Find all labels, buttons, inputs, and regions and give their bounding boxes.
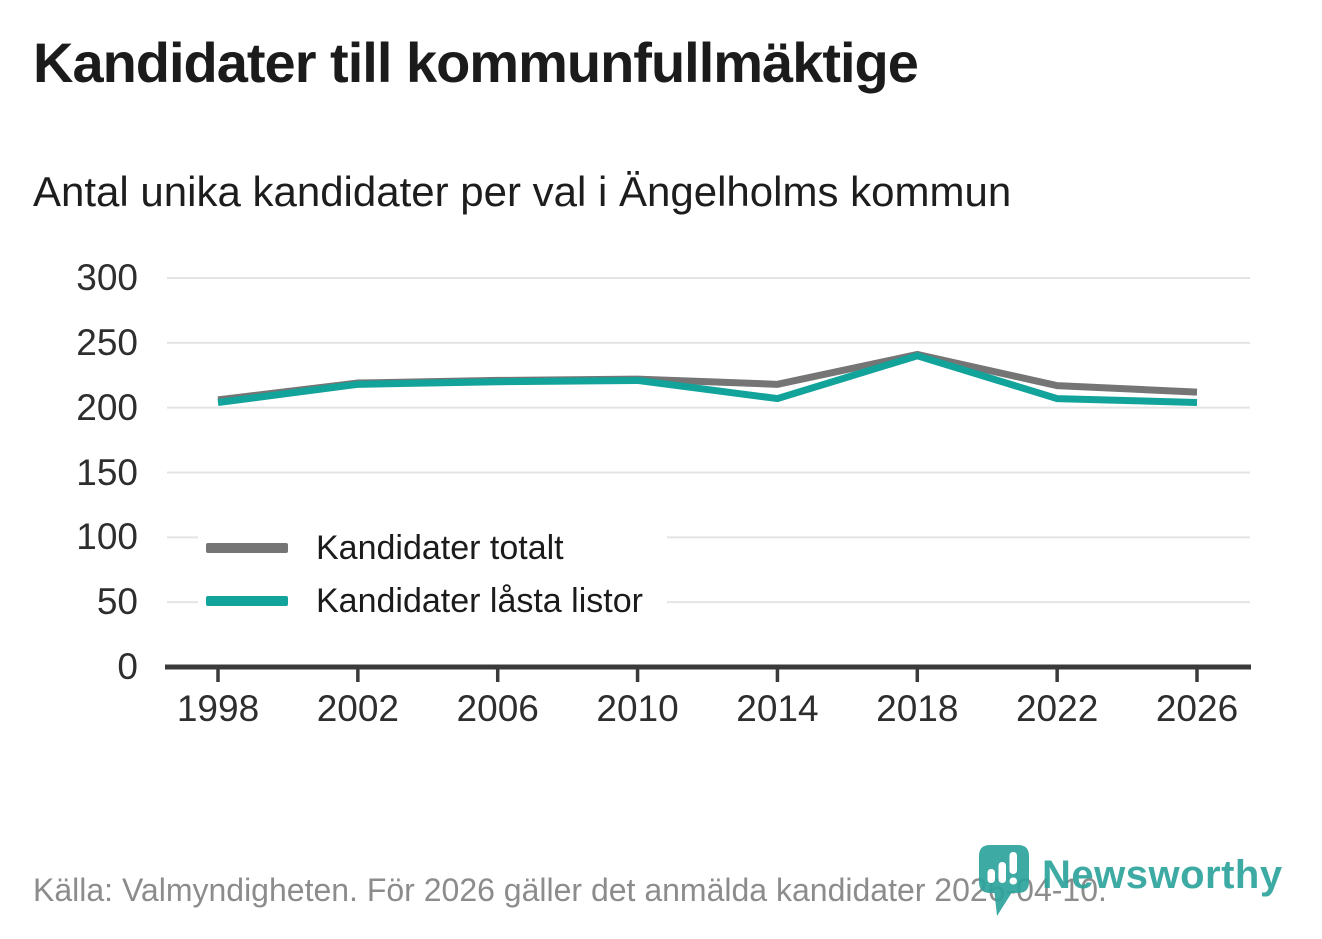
chart-title: Kandidater till kommunfullmäktige bbox=[33, 31, 919, 94]
y-axis-label: 200 bbox=[76, 386, 138, 428]
y-axis-label: 250 bbox=[76, 321, 138, 363]
legend-swatch bbox=[206, 596, 288, 606]
x-axis-label: 2022 bbox=[1015, 688, 1099, 729]
legend-label: Kandidater totalt bbox=[316, 529, 564, 567]
y-axis-label: 300 bbox=[76, 257, 138, 298]
y-axis-label: 100 bbox=[76, 516, 138, 558]
x-axis-label: 2018 bbox=[876, 688, 959, 729]
legend-label: Kandidater låsta listor bbox=[316, 582, 643, 620]
series-line-1 bbox=[217, 352, 1198, 406]
y-axis-label: 0 bbox=[117, 646, 138, 687]
series-line-0 bbox=[217, 350, 1198, 404]
legend-row: Kandidater totalt bbox=[206, 528, 643, 568]
source-note: Källa: Valmyndigheten. För 2026 gäller d… bbox=[33, 872, 1107, 908]
x-axis-label: 2002 bbox=[316, 688, 399, 729]
y-axis-label: 150 bbox=[76, 451, 138, 493]
y-axis-label: 50 bbox=[96, 581, 138, 623]
chart-legend: Kandidater totalt Kandidater låsta listor bbox=[198, 522, 667, 631]
x-axis-label: 2010 bbox=[596, 688, 679, 729]
x-axis-label: 2014 bbox=[736, 688, 819, 729]
legend-row: Kandidater låsta listor bbox=[206, 581, 643, 621]
x-axis-label: 1998 bbox=[176, 688, 260, 729]
x-axis-label: 2026 bbox=[1155, 688, 1239, 729]
x-axis-label: 2006 bbox=[456, 688, 539, 729]
brand-wordmark: Newsworthy bbox=[1042, 853, 1283, 897]
newsworthy-logo: Newsworthy bbox=[978, 844, 1283, 918]
newsworthy-pin-icon bbox=[979, 845, 1029, 916]
chart-subtitle: Antal unika kandidater per val i Ängelho… bbox=[33, 168, 1012, 215]
legend-swatch bbox=[206, 543, 288, 553]
